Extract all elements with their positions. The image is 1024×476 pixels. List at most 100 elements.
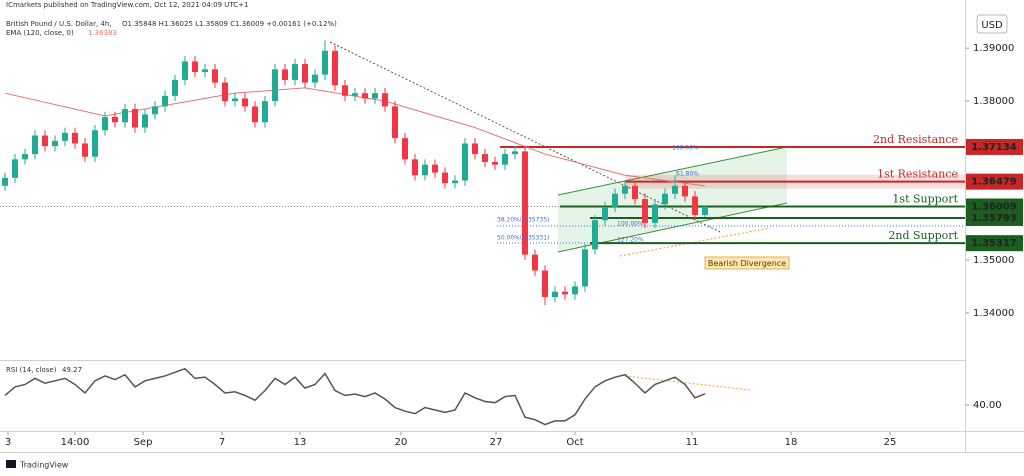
- candle-body: [232, 98, 238, 102]
- candle-body: [552, 291, 558, 297]
- candle-body: [642, 199, 648, 223]
- price-tag-label: 1.35317: [971, 238, 1017, 249]
- candle-body: [532, 254, 538, 271]
- publisher: ICmarkets published on TradingView.com, …: [6, 1, 248, 9]
- candle-body: [522, 151, 528, 255]
- annotation-box: [704, 256, 790, 270]
- candle-body: [72, 132, 78, 144]
- candle-body: [562, 291, 568, 295]
- ema-value: 1.36383: [88, 29, 117, 37]
- candle-body: [22, 154, 28, 160]
- symbol: British Pound / U.S. Dollar, 4h,: [6, 20, 112, 28]
- candle-body: [162, 95, 168, 107]
- footer: TradingView: [19, 461, 69, 470]
- candle-body: [42, 135, 48, 147]
- candle-body: [32, 135, 38, 155]
- candle-body: [372, 93, 378, 99]
- candle-body: [352, 93, 358, 96]
- candle-body: [62, 132, 68, 141]
- price-tag: [966, 235, 1023, 252]
- candle-body: [112, 117, 118, 123]
- x-tick-label: 18: [785, 437, 798, 448]
- fib-label: 38.20%(1.35735): [497, 217, 549, 224]
- candle-body: [662, 193, 668, 205]
- x-tick-label: 11: [686, 437, 699, 448]
- candle-body: [582, 249, 588, 287]
- candle-body: [332, 50, 338, 86]
- rsi-legend: RSI (14, close): [6, 366, 57, 374]
- candle-body: [152, 106, 158, 115]
- candle-body: [602, 207, 608, 221]
- fib-label: 50.00%(1.35331): [497, 235, 549, 242]
- candle-body: [322, 50, 328, 75]
- y-tick-label: 1.34000: [973, 308, 1014, 319]
- candle-body: [282, 69, 288, 80]
- x-tick-label: Sep: [134, 437, 153, 448]
- candle-body: [362, 93, 368, 99]
- ema-legend: EMA (120, close, 0): [6, 29, 74, 37]
- candle-body: [462, 143, 468, 181]
- price-tag-label: 1.36479: [971, 177, 1017, 188]
- candle-body: [142, 114, 148, 128]
- candle-body: [182, 61, 188, 80]
- candle-body: [102, 117, 108, 131]
- candle-body: [472, 143, 478, 155]
- candle-body: [482, 154, 488, 162]
- candle-body: [242, 98, 248, 107]
- candle-body: [122, 109, 128, 123]
- candle-body: [622, 185, 628, 194]
- ohlc: O1.35848 H1.36025 L1.35809 C1.36009 +0.0…: [122, 20, 337, 28]
- x-tick-label: 7: [219, 437, 225, 448]
- currency: USD: [981, 20, 1003, 31]
- candle-body: [672, 185, 678, 194]
- candle-body: [82, 143, 88, 157]
- candle-body: [432, 164, 438, 173]
- annotation: Bearish Divergence: [708, 259, 786, 268]
- candle-body: [272, 69, 278, 102]
- divergence-line: [619, 227, 771, 257]
- candle-body: [452, 180, 458, 184]
- fib-label: 61.80%: [676, 171, 699, 178]
- candle-body: [252, 106, 258, 123]
- candle-body: [542, 270, 548, 297]
- x-tick-label: 20: [395, 437, 408, 448]
- candle-body: [692, 196, 698, 215]
- candle-body: [652, 204, 658, 223]
- candle-body: [682, 185, 688, 197]
- x-tick-label: 27: [490, 437, 503, 448]
- level-label: 2nd Support: [888, 229, 958, 242]
- candle-body: [2, 177, 8, 186]
- y-tick-label: 1.39000: [973, 43, 1014, 54]
- candle-body: [302, 64, 308, 83]
- candle-body: [572, 286, 578, 295]
- fib-label: 100.00%: [617, 221, 644, 228]
- rsi-divergence-line: [624, 375, 751, 391]
- candle-body: [12, 159, 18, 178]
- candle-body: [512, 151, 518, 155]
- candle-body: [262, 101, 268, 123]
- plot: 2nd Resistance 1.37134 1st Resistance 1.364…: [0, 40, 1023, 448]
- rsi-value: 49.27: [62, 366, 82, 374]
- candle-body: [202, 69, 208, 72]
- candle-body: [702, 206, 708, 216]
- x-tick-label: 25: [884, 437, 897, 448]
- currency-box: [976, 14, 1008, 34]
- candle-body: [382, 93, 388, 107]
- y-tick-label: 1.35000: [973, 255, 1014, 266]
- candle-body: [292, 64, 298, 80]
- candle-body: [492, 162, 498, 165]
- fib-label: 100.00%: [672, 145, 699, 152]
- candle-body: [212, 69, 218, 83]
- channel-fill: [558, 147, 787, 252]
- price-tag-label: 1.35793: [971, 213, 1017, 224]
- price-tag-label: 1.36009: [971, 202, 1017, 213]
- candle-body: [222, 82, 228, 102]
- candle-body: [192, 61, 198, 72]
- price-tag-label: 1.37134: [971, 142, 1017, 153]
- price-tag: [966, 138, 1023, 155]
- x-tick-label: 13: [294, 437, 307, 448]
- candle-body: [422, 164, 428, 176]
- candle-body: [52, 140, 58, 147]
